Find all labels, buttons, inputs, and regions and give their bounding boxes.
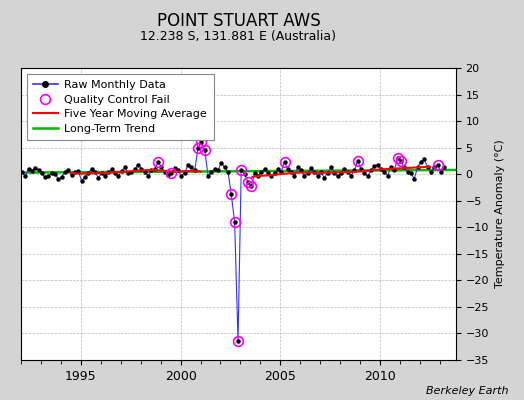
Y-axis label: Temperature Anomaly (°C): Temperature Anomaly (°C) xyxy=(495,140,505,288)
Legend: Raw Monthly Data, Quality Control Fail, Five Year Moving Average, Long-Term Tren: Raw Monthly Data, Quality Control Fail, … xyxy=(27,74,214,140)
Title: 12.238 S, 131.881 E (Australia): 12.238 S, 131.881 E (Australia) xyxy=(140,30,336,43)
Text: POINT STUART AWS: POINT STUART AWS xyxy=(157,12,320,30)
Text: Berkeley Earth: Berkeley Earth xyxy=(426,386,508,396)
